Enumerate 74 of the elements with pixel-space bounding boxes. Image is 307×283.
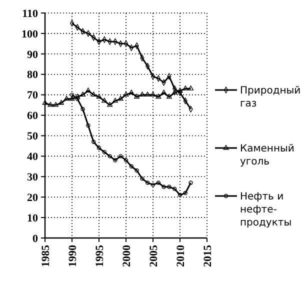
x-tick-label: 1990 bbox=[66, 244, 79, 267]
point bbox=[58, 100, 64, 105]
point bbox=[90, 92, 96, 97]
point bbox=[140, 176, 144, 181]
point bbox=[167, 184, 172, 189]
point bbox=[123, 92, 129, 97]
point bbox=[102, 150, 107, 154]
point bbox=[102, 98, 108, 103]
point bbox=[150, 92, 156, 97]
point bbox=[112, 98, 118, 103]
point bbox=[70, 20, 74, 26]
point bbox=[96, 146, 102, 150]
legend-label: Нефть и нефте- продукты bbox=[240, 192, 292, 228]
y-tick-label: 50 bbox=[27, 130, 38, 143]
point bbox=[96, 38, 102, 45]
point bbox=[182, 86, 188, 90]
point bbox=[124, 158, 128, 162]
point bbox=[74, 94, 80, 99]
point bbox=[69, 96, 75, 101]
y-tick-label: 70 bbox=[27, 90, 38, 102]
point bbox=[129, 164, 134, 169]
point bbox=[48, 102, 54, 107]
point bbox=[118, 96, 124, 101]
point bbox=[150, 73, 156, 80]
point bbox=[91, 140, 96, 144]
point bbox=[161, 90, 167, 94]
point bbox=[162, 184, 166, 189]
point bbox=[156, 94, 162, 99]
point bbox=[75, 96, 80, 102]
x-tick-label: 1995 bbox=[94, 244, 106, 267]
point bbox=[80, 107, 85, 112]
x-tick-label: 1985 bbox=[40, 244, 52, 267]
y-tick-label: 0 bbox=[32, 232, 38, 245]
point bbox=[96, 94, 102, 99]
point bbox=[150, 182, 156, 187]
x-tick-label: 2010 bbox=[174, 244, 187, 267]
x-tick-label: 2015 bbox=[202, 244, 214, 267]
point bbox=[134, 168, 139, 173]
point bbox=[177, 88, 183, 92]
point bbox=[188, 86, 194, 90]
y-tick-label: 60 bbox=[27, 110, 38, 122]
point bbox=[178, 192, 182, 198]
legend-label: Природный газ bbox=[240, 86, 301, 110]
point bbox=[118, 154, 123, 158]
point bbox=[156, 180, 161, 185]
point bbox=[80, 92, 86, 97]
point bbox=[128, 90, 134, 94]
y-tick-label: 20 bbox=[27, 192, 38, 204]
point bbox=[64, 96, 70, 101]
legend-label: Каменный уголь bbox=[240, 144, 294, 168]
y-tick-label: 40 bbox=[27, 151, 38, 164]
point bbox=[145, 180, 150, 185]
y-tick-label: 110 bbox=[22, 8, 38, 20]
y-tick-label: 100 bbox=[22, 28, 38, 40]
point bbox=[124, 40, 128, 47]
point bbox=[86, 123, 90, 128]
point bbox=[178, 90, 182, 96]
point bbox=[166, 94, 172, 99]
y-tick-label: 90 bbox=[27, 48, 38, 61]
point bbox=[172, 186, 177, 192]
point bbox=[107, 102, 113, 107]
y-tick-label: 30 bbox=[27, 171, 38, 184]
y-tick-label: 80 bbox=[27, 69, 38, 82]
point bbox=[183, 190, 188, 196]
x-tick-label: 2000 bbox=[120, 244, 133, 267]
point bbox=[108, 154, 112, 158]
x-tick-label: 2005 bbox=[148, 244, 160, 267]
y-tick-label: 10 bbox=[27, 212, 38, 224]
point bbox=[144, 92, 150, 97]
point bbox=[85, 88, 91, 92]
point bbox=[53, 102, 59, 107]
point bbox=[172, 90, 178, 94]
point bbox=[113, 158, 118, 162]
point bbox=[134, 94, 140, 99]
